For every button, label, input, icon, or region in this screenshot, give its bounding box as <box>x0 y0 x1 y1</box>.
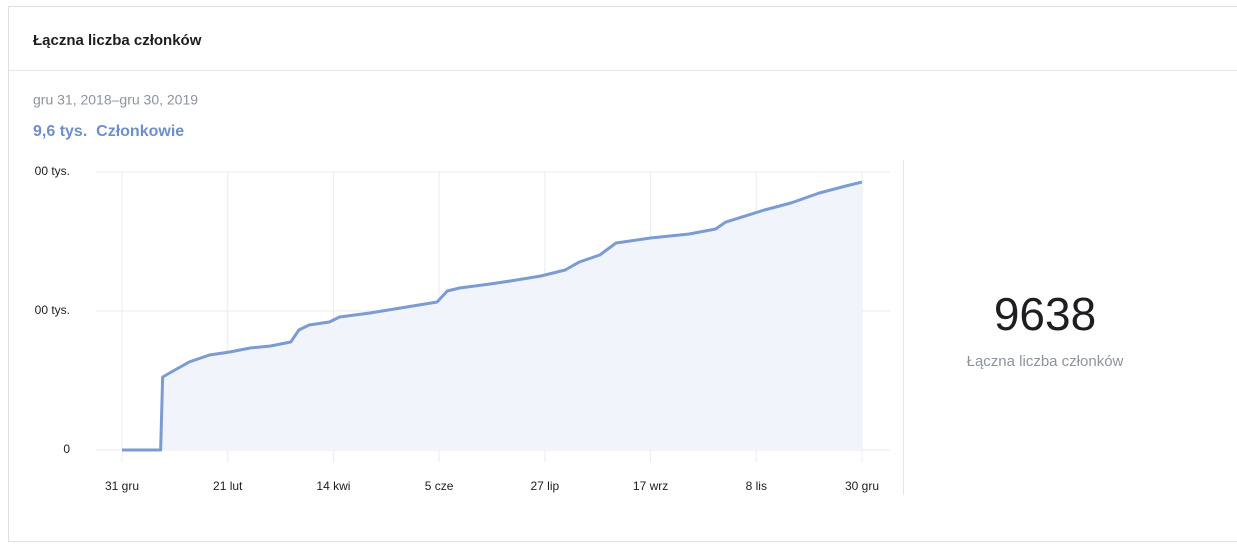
total-label: Łączna liczba członków <box>967 353 1124 370</box>
headline: 9,6 tys. Członkowie <box>33 123 184 140</box>
x-tick-label: 5 cze <box>425 479 454 493</box>
x-tick-label: 21 lut <box>213 479 243 493</box>
x-tick-label: 14 kwi <box>316 479 350 493</box>
y-tick-label: 0 <box>63 442 70 456</box>
x-tick-label: 30 gru <box>845 479 879 493</box>
x-tick-label: 31 gru <box>105 479 139 493</box>
total-value: 9638 <box>994 288 1096 340</box>
y-tick-label: 00 tys. <box>35 303 70 317</box>
y-tick-label: 00 tys. <box>35 164 70 178</box>
x-tick-label: 17 wrz <box>633 479 668 493</box>
x-tick-label: 27 lip <box>531 479 560 493</box>
date-range: gru 31, 2018–gru 30, 2019 <box>33 92 198 108</box>
card-title: Łączna liczba członków <box>33 32 202 49</box>
x-tick-label: 8 lis <box>746 479 767 493</box>
